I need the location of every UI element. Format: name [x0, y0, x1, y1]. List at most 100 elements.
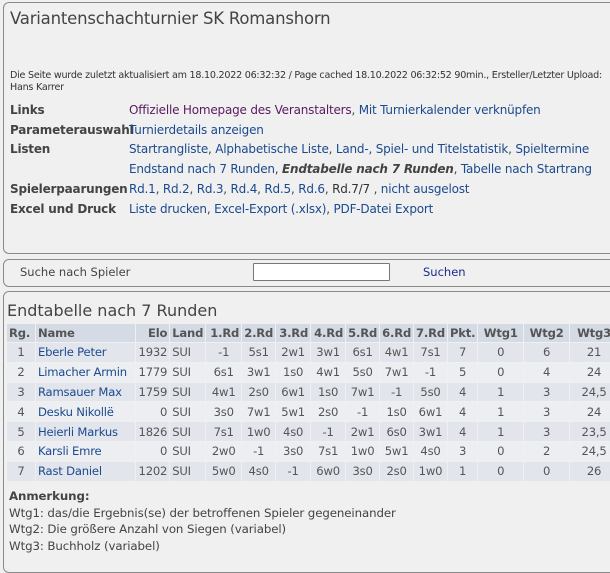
cell: 1w0: [242, 422, 276, 441]
cell: 2s0: [380, 461, 414, 481]
cell: 0: [478, 343, 524, 362]
cell: 3: [447, 441, 478, 461]
cell: SUI: [170, 461, 206, 481]
cell: -1: [276, 461, 311, 481]
list-link[interactable]: Endstand nach 7 Runden: [129, 162, 275, 177]
player-link[interactable]: Desku Nikollë: [37, 404, 114, 419]
column-header: 6.Rd: [380, 324, 414, 342]
current-list: Endtabelle nach 7 Runden: [282, 162, 454, 177]
cell: 3: [524, 402, 570, 422]
player-link[interactable]: Karsli Emre: [37, 444, 102, 459]
table-row: 1 Eberle Peter 1932 SUI -1 5s1 2w1 3w1 6s1 4w1 7s1…: [7, 343, 610, 362]
list-link[interactable]: Spieltermine: [515, 142, 590, 157]
cell: 6w1: [276, 382, 311, 402]
excel-label: Excel und Druck: [10, 201, 116, 216]
cell: 6w0: [311, 461, 346, 481]
cell: 2: [7, 362, 35, 382]
param-row: Parameterauswahl Turnierdetails anzeigen: [10, 120, 592, 140]
cell: 0: [478, 441, 524, 461]
cell: 5s0: [414, 382, 447, 402]
column-header: Wtg1: [478, 324, 524, 342]
cell: 4w1: [311, 362, 346, 382]
cell: 0: [524, 461, 570, 481]
table-row: 5 Heierli Markus 1826 SUI 7s1 1w0 4s0 -1 2w1 6s0 3…: [7, 422, 610, 441]
note-line: Wtg2: Die größere Anzahl von Siegen (var…: [9, 522, 287, 536]
pairings-row: Spielerpaarungen Rd.1, Rd.2, Rd.3, Rd.4, …: [10, 182, 470, 197]
name-cell: Eberle Peter: [35, 343, 136, 362]
print-link[interactable]: Liste drucken: [129, 201, 207, 216]
cell: 5: [7, 422, 35, 441]
cell: 7s1: [414, 343, 447, 362]
search-button[interactable]: Suchen: [423, 265, 466, 279]
cell: 3: [524, 422, 570, 441]
cell: -1: [206, 343, 242, 362]
cell: 6w1: [414, 402, 447, 422]
player-link[interactable]: Limacher Armin: [37, 365, 127, 380]
cell: 1932: [136, 343, 170, 362]
list-link[interactable]: Land-, Spiel- und Titelstatistik: [335, 142, 509, 157]
header-panel: Variantenschachturnier SK Romanshorn Die…: [3, 2, 610, 254]
excel-link[interactable]: Excel-Export (.xlsx): [214, 201, 327, 216]
cell: 3w1: [311, 343, 346, 362]
cell: SUI: [170, 382, 206, 402]
cell: SUI: [170, 362, 206, 382]
player-link[interactable]: Ramsauer Max: [37, 384, 122, 399]
player-link[interactable]: Eberle Peter: [37, 345, 107, 360]
cell: 24: [570, 362, 610, 382]
round-link[interactable]: Rd.4: [230, 182, 258, 197]
cell: 4w1: [206, 382, 242, 402]
column-header: Land: [170, 324, 206, 342]
pdf-link[interactable]: PDF-Datei Export: [333, 201, 434, 216]
homepage-link[interactable]: Offizielle Homepage des Veranstalters: [129, 102, 352, 117]
list-link[interactable]: Alphabetische Liste: [215, 142, 329, 157]
player-link[interactable]: Rast Daniel: [37, 464, 102, 479]
cell: 5w1: [380, 441, 414, 461]
list-link[interactable]: Tabelle nach Startrang: [460, 162, 592, 177]
cell: 1: [478, 422, 524, 441]
details-link[interactable]: Turnierdetails anzeigen: [129, 122, 264, 137]
column-header: 5.Rd: [346, 324, 380, 342]
cell: 5s1: [242, 343, 276, 362]
cell: 6s0: [380, 422, 414, 441]
not-drawn-link[interactable]: nicht ausgelost: [380, 182, 470, 197]
cell: 21: [570, 343, 610, 362]
cell: 24: [570, 402, 610, 422]
cell: 24,5: [570, 441, 610, 461]
cell: 7: [7, 461, 35, 481]
table-row: 4 Desku Nikollë 0 SUI 3s0 7w1 5w1 2s0 -1 1s0 6w1 4 1…: [7, 402, 610, 422]
cell: 1s0: [276, 362, 311, 382]
cell: 1779: [136, 362, 170, 382]
cell: 5w1: [276, 402, 311, 422]
cell: 3s0: [276, 441, 311, 461]
search-input[interactable]: [253, 263, 390, 281]
column-header: 1.Rd: [206, 324, 242, 342]
round-link[interactable]: Rd.2: [162, 182, 190, 197]
cell: 5: [447, 362, 478, 382]
cell: 24,5: [570, 382, 610, 402]
round-link[interactable]: Rd.7/7: [332, 182, 370, 197]
column-header: 3.Rd: [276, 324, 311, 342]
page-title: Variantenschachturnier SK Romanshorn: [10, 9, 331, 28]
round-link[interactable]: Rd.6: [298, 182, 325, 197]
round-link[interactable]: Rd.1: [129, 182, 156, 197]
column-header: Pkt.: [447, 324, 478, 342]
cell: 1826: [136, 422, 170, 441]
calendar-link[interactable]: Mit Turnierkalender verknüpfen: [358, 102, 541, 117]
cell: 6: [7, 441, 35, 461]
cell: 7w1: [380, 362, 414, 382]
round-link[interactable]: Rd.5: [264, 182, 291, 197]
cell: SUI: [170, 422, 206, 441]
round-link[interactable]: Rd.3: [196, 182, 224, 197]
cell: 0: [478, 461, 524, 481]
list-link[interactable]: Startrangliste: [129, 142, 209, 157]
cell: 3: [524, 382, 570, 402]
cell: 3s0: [206, 402, 242, 422]
cell: 2: [524, 441, 570, 461]
cell: 4: [447, 422, 478, 441]
player-link[interactable]: Heierli Markus: [37, 424, 118, 439]
column-header: Elo: [136, 324, 170, 342]
note-line: Wtg3: Buchholz (variabel): [9, 538, 160, 553]
cell: 3w1: [242, 362, 276, 382]
notes-heading: Anmerkung:: [9, 489, 90, 503]
cell: 0: [478, 362, 524, 382]
